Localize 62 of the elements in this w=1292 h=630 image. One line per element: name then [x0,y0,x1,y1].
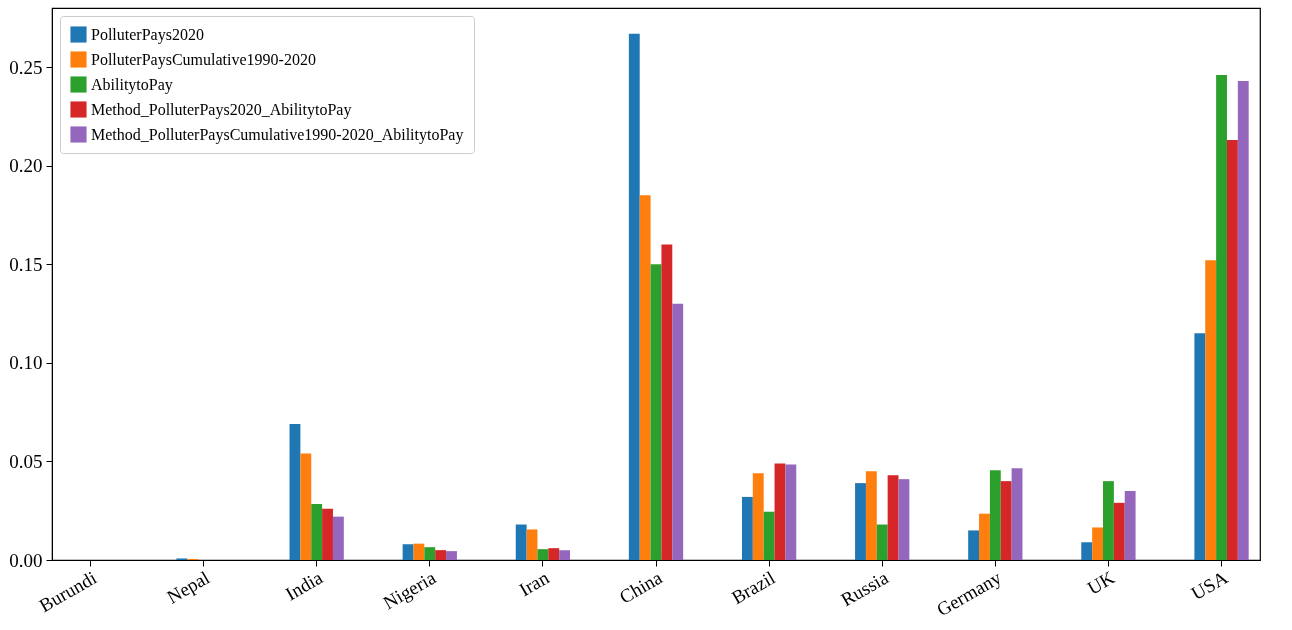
bar [672,303,684,560]
bar [785,464,797,560]
y-tick-label: 0.25 [9,56,43,78]
bar [1011,468,1023,560]
bar [548,548,560,560]
bar [855,483,866,560]
x-tick-label: Russia [837,566,893,611]
bar [1237,80,1249,560]
legend-label: AbilitytoPay [91,75,173,94]
bar [628,33,640,560]
bar [289,423,301,560]
bar [526,529,538,560]
bar [650,264,662,560]
bar [1113,502,1125,560]
legend-label: Method_PolluterPaysCumulative1990-2020_AbilitytoPay [91,125,464,144]
bar [559,550,571,560]
y-tick-label: 0.05 [9,450,43,472]
bar [1000,481,1012,560]
bar [1226,140,1238,560]
bar [515,524,527,560]
bar [876,524,888,560]
bar [402,544,414,560]
bar [1092,527,1104,560]
bar [424,547,436,560]
y-tick-label: 0.00 [9,549,43,571]
legend-label: PolluterPays2020 [91,25,204,44]
bar [763,511,775,560]
x-tick-label: India [281,566,327,605]
bar [322,508,333,560]
y-tick-label: 0.10 [9,352,43,374]
bar [887,475,899,560]
bar [413,543,425,560]
legend-label: PolluterPaysCumulative1990-2020 [91,50,316,69]
bar [968,530,980,560]
bar [1103,481,1114,560]
bar [435,550,447,560]
legend-label: Method_PolluterPays2020_AbilitytoPay [91,100,352,119]
bar [1081,542,1093,560]
bar [332,516,344,560]
bar [989,470,1001,560]
bar [774,463,786,560]
bar [741,496,753,560]
bar [752,473,764,560]
bar [311,504,323,560]
bar [1124,491,1136,560]
y-tick-label: 0.20 [9,155,43,177]
y-tick-label: 0.15 [9,253,43,275]
bar [865,471,877,560]
bar [300,453,312,560]
bar [1205,260,1217,560]
bar [898,479,910,560]
x-tick-label: China [615,566,666,608]
bar [1216,75,1227,560]
x-tick-label: UK [1083,566,1119,599]
bar [1194,333,1206,560]
bar [639,195,651,560]
bar [661,244,673,560]
bar [979,513,990,560]
bar [446,551,457,560]
x-tick-label: USA [1187,566,1232,604]
x-tick-label: Iran [515,566,553,601]
bar [537,549,549,560]
